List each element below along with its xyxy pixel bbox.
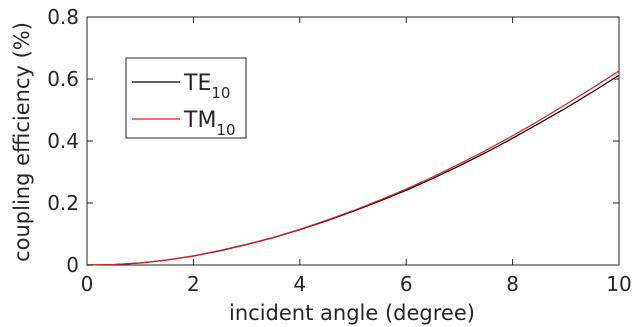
tick-layer: 0 2 4 6 8 10 0 0.2 0.4 0.6 0.8: [47, 5, 632, 296]
x-axis-label: incident angle (degree): [229, 301, 475, 325]
series-line-tm: [86, 70, 620, 266]
x-tick-label: 8: [506, 272, 519, 296]
legend-label-te: TE10: [183, 71, 230, 102]
legend-label-tm: TM10: [183, 108, 236, 139]
y-tick-label: 0.2: [47, 191, 79, 215]
x-tick-label: 10: [606, 272, 631, 296]
series-layer: [86, 70, 620, 266]
y-tick-label: 0: [66, 253, 79, 277]
x-tick-label: 0: [81, 272, 94, 296]
y-axis-label: coupling efficiency (%): [10, 22, 34, 262]
legend-box: [125, 57, 247, 139]
x-tick-label: 6: [400, 272, 413, 296]
x-tick-label: 4: [293, 272, 306, 296]
plot-box: [86, 16, 620, 266]
y-tick-label: 0.6: [47, 67, 79, 91]
y-tick-label: 0.8: [47, 5, 79, 29]
y-tick-label: 0.4: [47, 129, 79, 153]
plot-frame: [86, 16, 620, 266]
legend: TE10 TM10: [125, 57, 247, 139]
x-tick-label: 2: [187, 272, 200, 296]
